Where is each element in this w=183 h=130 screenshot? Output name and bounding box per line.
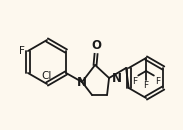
Text: O: O bbox=[91, 39, 101, 52]
Text: N: N bbox=[112, 72, 122, 84]
Text: Cl: Cl bbox=[42, 71, 52, 81]
Text: F: F bbox=[155, 76, 160, 86]
Text: N: N bbox=[77, 76, 87, 89]
Text: F: F bbox=[19, 46, 25, 56]
Text: F: F bbox=[132, 76, 137, 86]
Text: F: F bbox=[143, 81, 149, 90]
